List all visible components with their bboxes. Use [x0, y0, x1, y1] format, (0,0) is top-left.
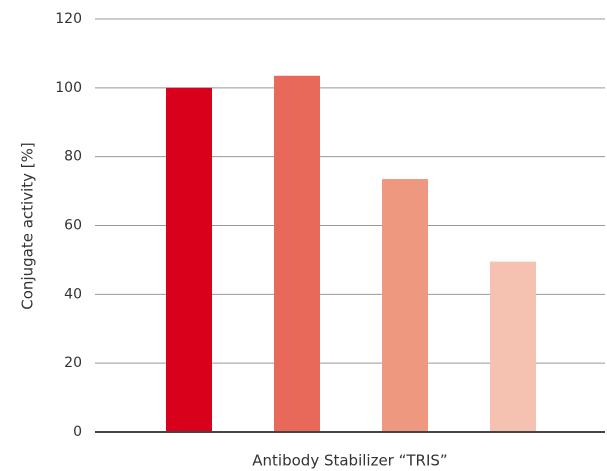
y-axis-label: Conjugate activity [%] [19, 142, 37, 309]
y-tick-label: 40 [64, 286, 82, 302]
y-tick-label: 100 [55, 80, 82, 96]
bar [490, 261, 536, 432]
y-tick-label: 120 [55, 11, 82, 27]
bar [166, 87, 212, 432]
y-tick-label: 60 [64, 218, 82, 234]
y-tick-label: 20 [64, 355, 82, 371]
y-tick-label: 80 [64, 149, 82, 165]
bar [382, 179, 428, 432]
y-tick-label: 0 [73, 424, 82, 440]
x-axis-label: Antibody Stabilizer “TRIS” [252, 452, 447, 470]
bar [274, 75, 320, 432]
